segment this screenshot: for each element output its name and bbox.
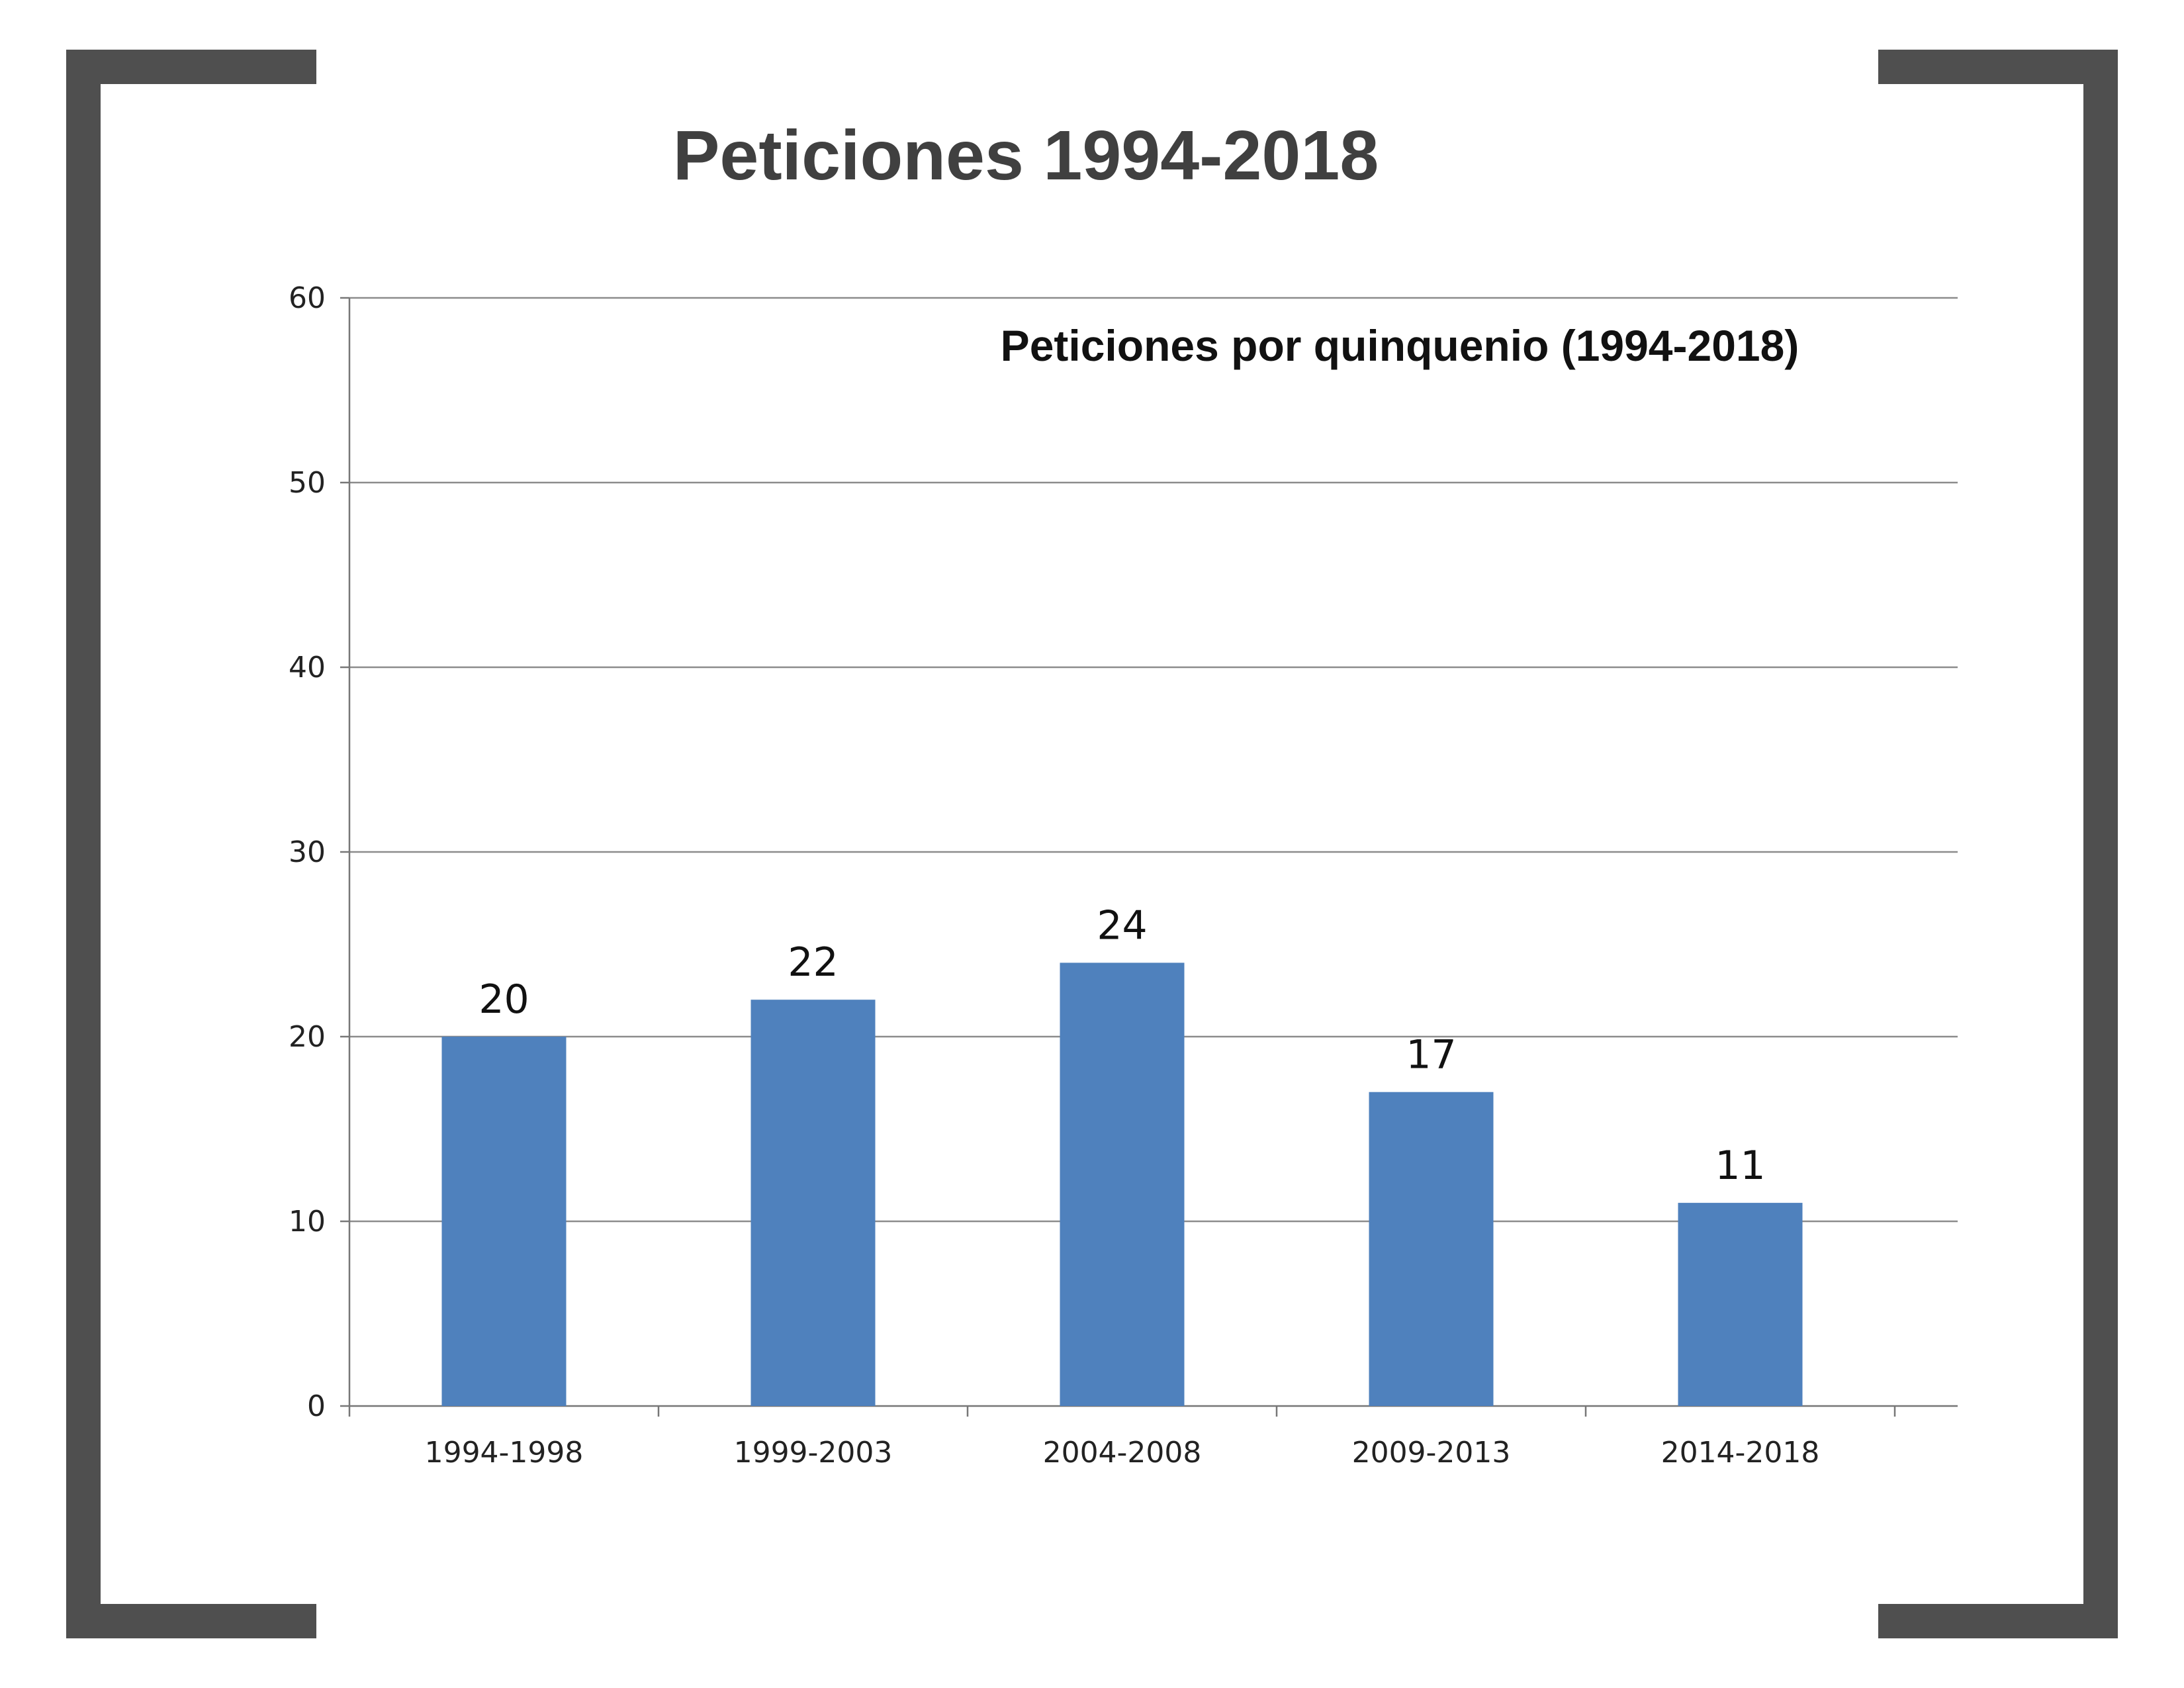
page-title: Peticiones 1994-2018 bbox=[672, 117, 1379, 195]
frame-left-bar bbox=[66, 50, 101, 1638]
data-label: 17 bbox=[1406, 1032, 1456, 1078]
frame-top-right-arm bbox=[1878, 50, 2118, 84]
x-tick-label: 2014-2018 bbox=[1661, 1436, 1820, 1470]
data-label: 22 bbox=[788, 939, 838, 986]
labels: 0 10 20 30 40 50 60 20 1994-1998 22 1999-2003 24 200… bbox=[289, 281, 1819, 1470]
bar bbox=[1060, 962, 1185, 1406]
bar bbox=[751, 1000, 876, 1406]
y-tick-label: 0 bbox=[307, 1389, 326, 1423]
y-tick-label: 30 bbox=[289, 835, 326, 869]
frame-bottom-left-arm bbox=[66, 1604, 316, 1638]
bar bbox=[1678, 1203, 1803, 1406]
data-label: 24 bbox=[1097, 902, 1147, 949]
frame-top-left-arm bbox=[66, 50, 316, 84]
bar bbox=[1369, 1092, 1494, 1406]
frame-right-bar bbox=[2083, 50, 2118, 1638]
x-tick-label: 1999-2003 bbox=[734, 1436, 893, 1470]
y-tick-label: 60 bbox=[289, 281, 326, 315]
x-tick-label: 2009-2013 bbox=[1352, 1436, 1511, 1470]
y-tick-label: 20 bbox=[289, 1020, 326, 1054]
frame-bottom-right-arm bbox=[1878, 1604, 2118, 1638]
y-tick-label: 40 bbox=[289, 651, 326, 684]
x-tick-label: 1994-1998 bbox=[425, 1436, 584, 1470]
y-tick-label: 10 bbox=[289, 1205, 326, 1239]
bar bbox=[441, 1037, 567, 1406]
bars bbox=[441, 962, 1803, 1406]
chart-title: Peticiones por quinquenio (1994-2018) bbox=[1001, 321, 1799, 370]
data-label: 11 bbox=[1715, 1143, 1765, 1189]
data-label: 20 bbox=[478, 976, 529, 1023]
y-tick-label: 50 bbox=[289, 466, 326, 500]
x-tick-label: 2004-2008 bbox=[1043, 1436, 1202, 1470]
